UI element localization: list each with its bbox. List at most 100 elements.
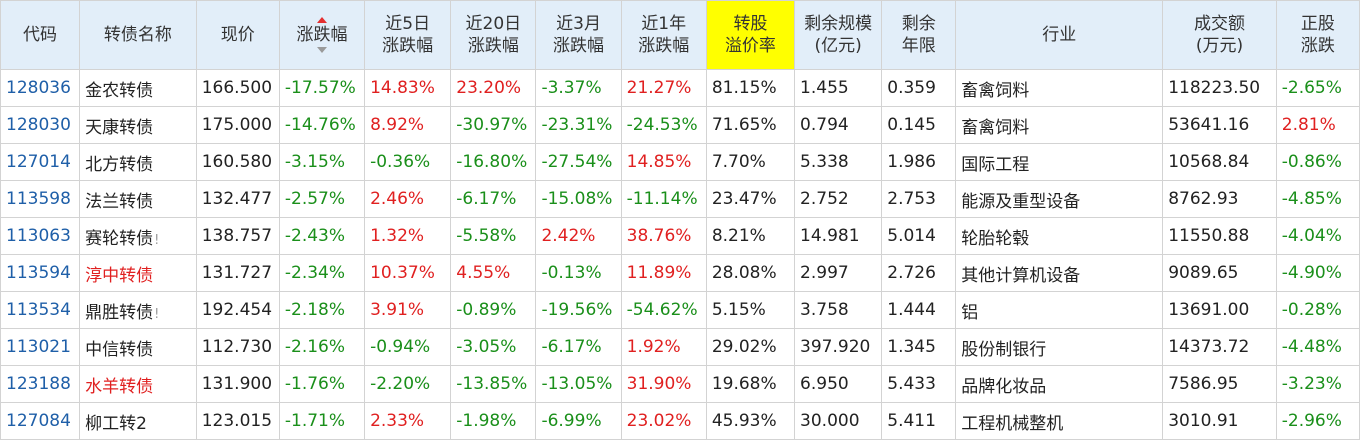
col-stock-change[interactable]: 正股 涨跌 — [1275, 0, 1360, 70]
cell-20d-change: -5.58% — [450, 217, 537, 255]
col-name[interactable]: 转债名称 — [79, 0, 197, 70]
cell-price: 131.900 — [195, 365, 280, 403]
cell-name[interactable]: 淳中转债 — [79, 254, 197, 292]
table-row[interactable]: 123188 水羊转债 131.900 -1.76% -2.20% -13.85% -13.… — [0, 365, 1360, 403]
cell-industry: 其他计算机设备 — [955, 254, 1164, 292]
cell-name[interactable]: 柳工转2 — [79, 402, 197, 440]
cell-code[interactable]: 128036 — [0, 69, 81, 107]
table-row[interactable]: 127084 柳工转2 123.015 -1.71% 2.33% -1.98% -6.99%… — [0, 402, 1360, 440]
col-5d-change[interactable]: 近5日 涨跌幅 — [364, 0, 452, 70]
cell-5d-change: 3.91% — [364, 291, 452, 329]
cell-change: -1.76% — [278, 365, 366, 403]
cell-volume: 11550.88 — [1162, 217, 1277, 255]
cell-20d-change: -6.17% — [450, 180, 537, 218]
table-row[interactable]: 128036 金农转债 166.500 -17.57% 14.83% 23.20% -3.3… — [0, 69, 1360, 107]
cell-name[interactable]: 水羊转债 — [79, 365, 197, 403]
cell-1y-change: -11.14% — [620, 180, 707, 218]
cell-1y-change: -54.62% — [620, 291, 707, 329]
cell-premium: 29.02% — [705, 328, 796, 366]
cell-name[interactable]: 法兰转债 — [79, 180, 197, 218]
cell-scale: 5.338 — [794, 143, 883, 181]
cell-price: 132.477 — [195, 180, 280, 218]
cell-price: 192.454 — [195, 291, 280, 329]
cell-code[interactable]: 123188 — [0, 365, 81, 403]
cell-1y-change: 31.90% — [620, 365, 707, 403]
cell-change: -1.71% — [278, 402, 366, 440]
table-row[interactable]: 113534 鼎胜转债! 192.454 -2.18% 3.91% -0.89% -19.5… — [0, 291, 1360, 329]
table-row[interactable]: 113598 法兰转债 132.477 -2.57% 2.46% -6.17% -15.08… — [0, 180, 1360, 218]
cell-code[interactable]: 128030 — [0, 106, 81, 144]
table-row[interactable]: 113594 淳中转债 131.727 -2.34% 10.37% 4.55% -0.13%… — [0, 254, 1360, 292]
cell-stock-change: -2.65% — [1275, 69, 1360, 107]
sort-change[interactable]: 涨跌幅 — [296, 17, 347, 53]
col-volume[interactable]: 成交额 (万元) — [1162, 0, 1277, 70]
cell-industry: 能源及重型设备 — [955, 180, 1164, 218]
cell-scale: 30.000 — [794, 402, 883, 440]
cell-3m-change: -6.17% — [535, 328, 622, 366]
cell-change: -14.76% — [278, 106, 366, 144]
cell-industry: 股份制银行 — [955, 328, 1164, 366]
cell-name[interactable]: 赛轮转债! — [79, 217, 197, 255]
cell-change: -2.34% — [278, 254, 366, 292]
col-change[interactable]: 涨跌幅 — [278, 0, 366, 70]
table-row[interactable]: 113021 中信转债 112.730 -2.16% -0.94% -3.05% -6.17… — [0, 328, 1360, 366]
cell-3m-change: 2.42% — [535, 217, 622, 255]
col-scale[interactable]: 剩余规模 (亿元) — [794, 0, 883, 70]
table-row[interactable]: 113063 赛轮转债! 138.757 -2.43% 1.32% -5.58% 2.42%… — [0, 217, 1360, 255]
cell-name[interactable]: 中信转债 — [79, 328, 197, 366]
sort-arrow-down-icon — [316, 47, 327, 53]
col-industry[interactable]: 行业 — [955, 0, 1164, 70]
cell-name[interactable]: 金农转债 — [79, 69, 197, 107]
col-3m-change[interactable]: 近3月 涨跌幅 — [535, 0, 622, 70]
cell-price: 123.015 — [195, 402, 280, 440]
cell-5d-change: 8.92% — [364, 106, 452, 144]
col-term[interactable]: 剩余 年限 — [881, 0, 957, 70]
cell-code[interactable]: 113021 — [0, 328, 81, 366]
cell-1y-change: 11.89% — [620, 254, 707, 292]
cell-name[interactable]: 北方转债 — [79, 143, 197, 181]
col-premium[interactable]: 转股 溢价率 — [705, 0, 796, 70]
cell-1y-change: 38.76% — [620, 217, 707, 255]
cell-5d-change: 14.83% — [364, 69, 452, 107]
cell-term: 2.726 — [881, 254, 957, 292]
cell-20d-change: -30.97% — [450, 106, 537, 144]
col-code[interactable]: 代码 — [0, 0, 81, 70]
cell-20d-change: -1.98% — [450, 402, 537, 440]
cell-change: -2.43% — [278, 217, 366, 255]
cell-price: 138.757 — [195, 217, 280, 255]
cell-premium: 5.15% — [705, 291, 796, 329]
cell-change: -2.16% — [278, 328, 366, 366]
cell-code[interactable]: 113594 — [0, 254, 81, 292]
table-row[interactable]: 128030 天康转债 175.000 -14.76% 8.92% -30.97% -23.… — [0, 106, 1360, 144]
cell-premium: 71.65% — [705, 106, 796, 144]
cell-premium: 7.70% — [705, 143, 796, 181]
cell-name[interactable]: 鼎胜转债! — [79, 291, 197, 329]
col-price[interactable]: 现价 — [195, 0, 280, 70]
cell-volume: 13691.00 — [1162, 291, 1277, 329]
cell-price: 131.727 — [195, 254, 280, 292]
cell-industry: 品牌化妆品 — [955, 365, 1164, 403]
cell-stock-change: -0.28% — [1275, 291, 1360, 329]
cell-code[interactable]: 113598 — [0, 180, 81, 218]
cell-name[interactable]: 天康转债 — [79, 106, 197, 144]
cell-volume: 53641.16 — [1162, 106, 1277, 144]
cell-1y-change: 1.92% — [620, 328, 707, 366]
table-row[interactable]: 127014 北方转债 160.580 -3.15% -0.36% -16.80% -27.… — [0, 143, 1360, 181]
cell-code[interactable]: 113063 — [0, 217, 81, 255]
flag-mark: ! — [154, 232, 160, 248]
col-1y-change[interactable]: 近1年 涨跌幅 — [620, 0, 707, 70]
cell-code[interactable]: 127014 — [0, 143, 81, 181]
col-20d-change[interactable]: 近20日 涨跌幅 — [450, 0, 537, 70]
cell-term: 0.145 — [881, 106, 957, 144]
cell-code[interactable]: 113534 — [0, 291, 81, 329]
cell-20d-change: -16.80% — [450, 143, 537, 181]
cell-1y-change: -24.53% — [620, 106, 707, 144]
cell-term: 0.359 — [881, 69, 957, 107]
cell-premium: 19.68% — [705, 365, 796, 403]
cell-code[interactable]: 127084 — [0, 402, 81, 440]
cell-volume: 9089.65 — [1162, 254, 1277, 292]
cell-industry: 畜禽饲料 — [955, 106, 1164, 144]
cell-scale: 397.920 — [794, 328, 883, 366]
cell-premium: 28.08% — [705, 254, 796, 292]
